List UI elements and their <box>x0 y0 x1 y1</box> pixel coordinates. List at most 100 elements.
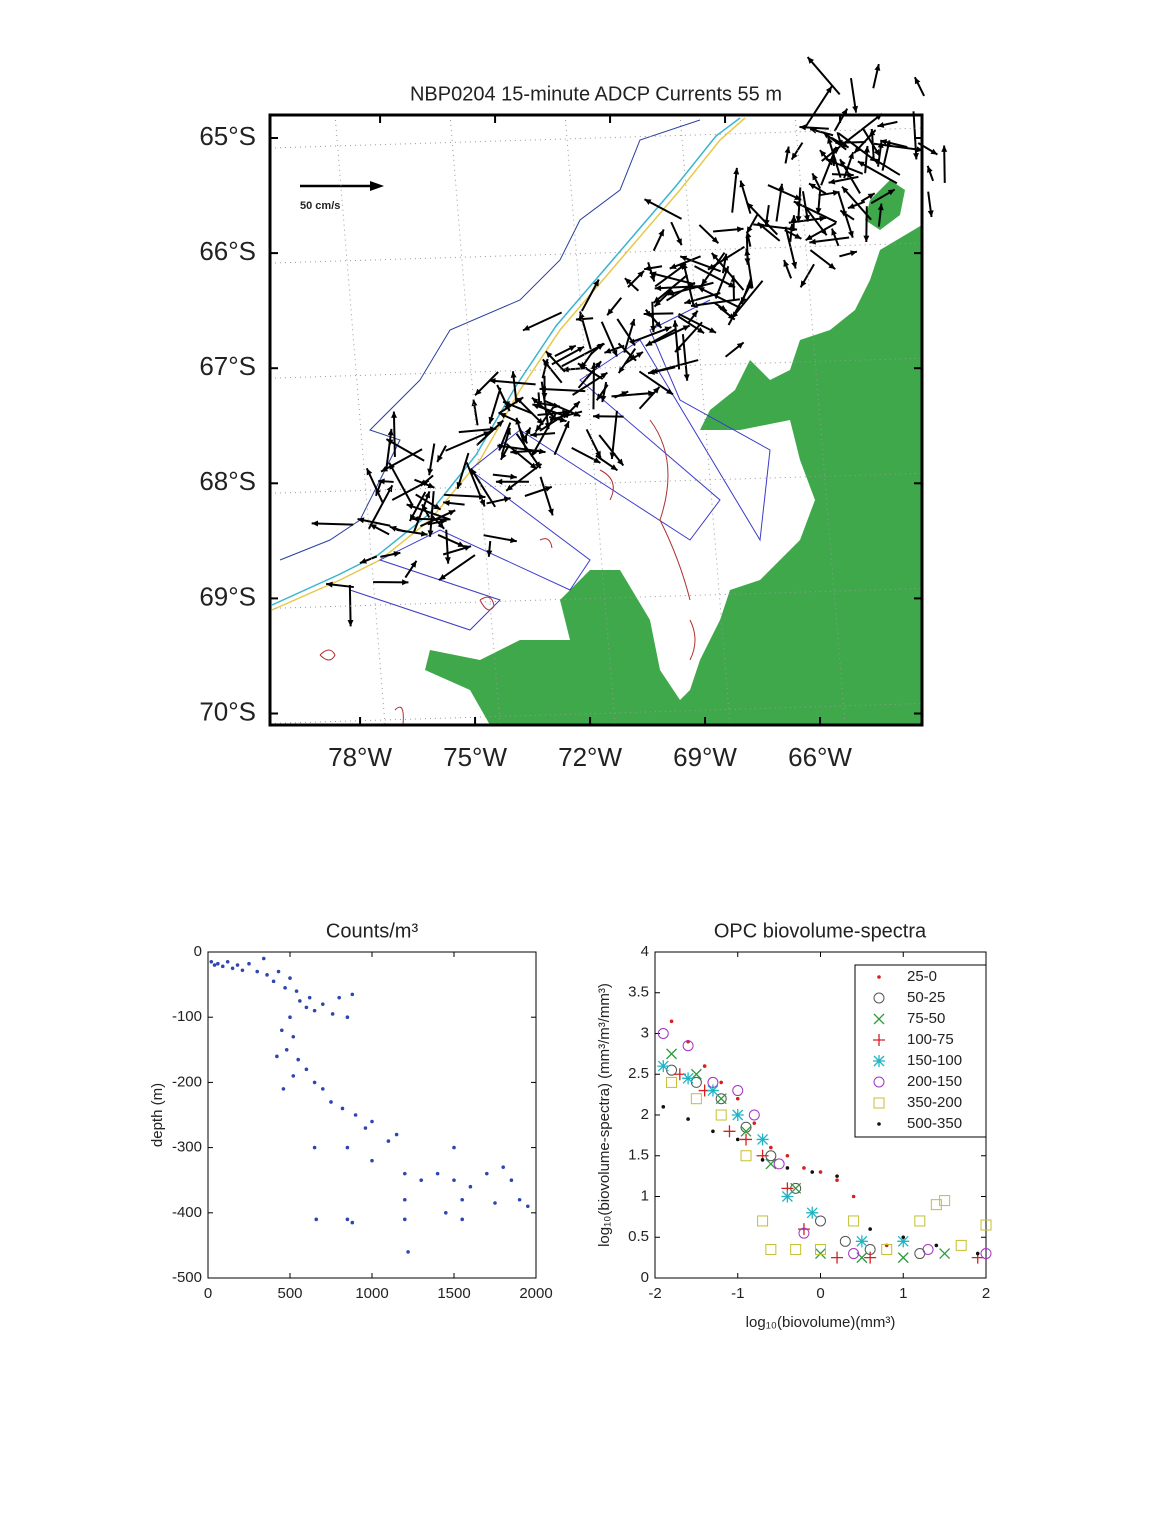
data-point <box>815 1243 826 1255</box>
arrow-head <box>863 146 870 153</box>
arrow-head <box>847 230 854 238</box>
legend-marker <box>873 1097 885 1109</box>
arrow-head <box>880 139 888 145</box>
current-arrow <box>444 493 486 499</box>
data-point <box>294 989 299 993</box>
arrow-head <box>654 321 662 328</box>
arrow-head <box>828 178 836 185</box>
data-point <box>235 963 240 967</box>
data-point <box>785 1153 790 1158</box>
current-arrow <box>470 467 497 508</box>
current-arrow <box>388 462 414 506</box>
x-tick-label: 0 <box>204 1285 212 1302</box>
arrow-head <box>658 229 664 237</box>
arrow-head <box>746 226 753 234</box>
data-point <box>855 1235 868 1248</box>
data-point <box>740 1125 752 1137</box>
arrow-head <box>800 280 807 288</box>
data-point <box>897 1235 910 1248</box>
arrow-head <box>427 468 434 476</box>
data-point <box>452 1178 456 1182</box>
arrow-head <box>784 146 791 154</box>
data-point <box>797 1223 810 1236</box>
arrow-head <box>499 413 507 419</box>
arrow-head <box>701 278 708 286</box>
legend-marker <box>877 975 881 979</box>
data-point <box>769 1145 773 1150</box>
data-point <box>288 976 292 980</box>
data-point <box>304 1067 309 1072</box>
x-tick-label: 78°W <box>328 742 392 772</box>
data-point <box>345 1145 350 1150</box>
grid-line <box>794 114 846 726</box>
data-point <box>321 1002 325 1006</box>
arrow-head <box>852 105 859 113</box>
y-tick-label: 0 <box>641 1269 649 1286</box>
arrow-head <box>680 255 688 262</box>
y-tick-label: 68°S <box>199 466 256 496</box>
arrow-head <box>740 297 747 305</box>
data-point <box>394 1132 399 1137</box>
arrow-head <box>531 397 539 405</box>
arrow-head <box>464 545 472 551</box>
current-arrow <box>673 320 681 370</box>
data-point <box>350 992 355 997</box>
arrow-head <box>420 530 428 537</box>
arrow-head <box>837 140 843 147</box>
arrow-head <box>535 424 542 432</box>
data-point <box>444 1211 448 1215</box>
arrow-head <box>746 202 754 210</box>
arrow-head <box>530 431 537 438</box>
arrow-head <box>667 290 675 296</box>
current-arrow <box>731 280 764 319</box>
arrow-head <box>650 325 657 333</box>
data-point <box>340 1106 345 1111</box>
current-arrow <box>392 411 396 457</box>
arrow-head <box>326 581 333 588</box>
arrow-head <box>854 146 861 154</box>
arrow-head <box>496 420 504 428</box>
data-point <box>669 1019 674 1024</box>
data-point <box>485 1171 489 1176</box>
x-tick-label: 1000 <box>355 1285 388 1302</box>
contour <box>319 419 696 726</box>
data-point <box>735 1096 740 1101</box>
data-point <box>265 973 269 977</box>
data-point <box>939 1195 951 1207</box>
legend-label: 75-50 <box>907 1010 945 1027</box>
data-point <box>732 1085 744 1097</box>
arrow-head <box>402 579 409 586</box>
data-point <box>790 1243 802 1255</box>
arrow-head <box>629 319 636 326</box>
current-arrow <box>438 554 476 581</box>
data-point <box>690 1093 702 1105</box>
current-arrows <box>311 56 948 627</box>
data-point <box>657 1028 669 1039</box>
arrow-head <box>538 448 546 455</box>
data-point <box>740 1133 753 1146</box>
arrow-head <box>516 397 524 404</box>
data-point <box>930 1199 942 1211</box>
data-point <box>314 1217 319 1222</box>
data-point <box>897 1252 909 1264</box>
current-arrow <box>380 448 423 473</box>
current-arrow <box>731 167 738 213</box>
data-point <box>468 1184 473 1189</box>
legend-marker <box>873 1055 885 1067</box>
data-point <box>740 1121 752 1133</box>
data-point <box>312 1008 317 1013</box>
data-point <box>901 1235 906 1240</box>
arrow-head <box>736 342 744 349</box>
data-point <box>839 1235 851 1247</box>
y-tick-label: -100 <box>172 1008 202 1025</box>
arrow-head <box>832 189 840 196</box>
arrow-head <box>412 515 419 522</box>
arrow-head <box>731 311 739 319</box>
arrow-head <box>378 478 385 485</box>
data-point <box>715 1093 727 1105</box>
arrow-head <box>790 225 798 232</box>
data-point <box>881 1243 893 1255</box>
legend-marker <box>873 1076 885 1088</box>
current-arrow <box>746 202 779 236</box>
